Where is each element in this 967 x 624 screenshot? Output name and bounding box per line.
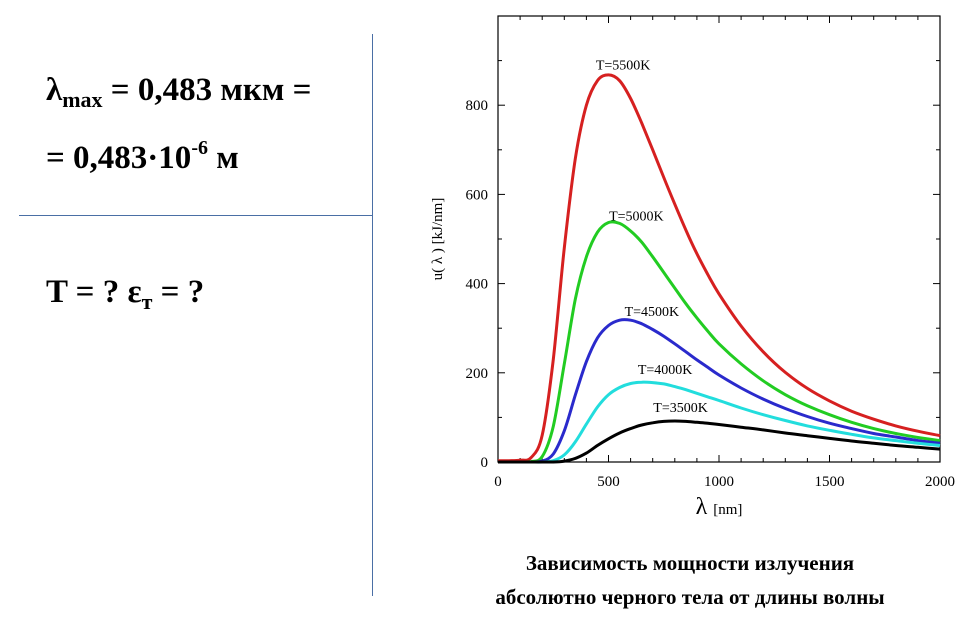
labels: T=5500K T=5000K T=4500K T=4000K T=3500K — [596, 58, 708, 416]
x-axis-unit: [nm] — [713, 502, 742, 518]
series-line — [498, 380, 941, 464]
caption-line-2: абсолютно черного тела от длины волны — [495, 585, 885, 609]
series-line — [498, 318, 941, 464]
y-axis-label: u( λ ) [kJ/nm] — [430, 198, 446, 281]
x-tick-label: 1500 — [815, 474, 845, 490]
y-tick-label: 800 — [466, 98, 489, 114]
x-axis-label: λ [nm] — [696, 494, 743, 520]
series-line — [497, 73, 941, 463]
lambda-max-value: λmax = 0,483 мкм = — [46, 72, 312, 112]
curves — [497, 73, 941, 464]
y-tick-label: 0 — [481, 455, 489, 471]
series-line — [498, 220, 941, 464]
unknowns: T = ? εт = ? — [46, 274, 205, 314]
caption-line-1: Зависимость мощности излучения — [525, 551, 855, 575]
x-tick-label: 0 — [494, 474, 502, 490]
series-line — [498, 419, 941, 464]
y-tick-label: 400 — [466, 277, 489, 293]
series-label: T=4000K — [638, 363, 693, 378]
x-axis-symbol: λ — [696, 494, 708, 520]
x-tick-label: 2000 — [925, 474, 955, 490]
series-label: T=5500K — [596, 58, 651, 73]
axis-ticks: 0 500 1000 1500 2000 0 200 400 600 800 — [466, 16, 955, 490]
horizontal-divider — [19, 215, 372, 216]
series-label: T=3500K — [653, 401, 708, 416]
series-label: T=4500K — [625, 305, 680, 320]
vertical-divider — [372, 34, 373, 596]
y-tick-label: 600 — [466, 187, 489, 203]
x-tick-label: 500 — [597, 474, 620, 490]
x-tick-label: 1000 — [704, 474, 734, 490]
lambda-max-meters: = 0,483·10-6 м — [46, 137, 239, 176]
series-label: T=5000K — [609, 209, 664, 224]
y-tick-label: 200 — [466, 366, 489, 382]
